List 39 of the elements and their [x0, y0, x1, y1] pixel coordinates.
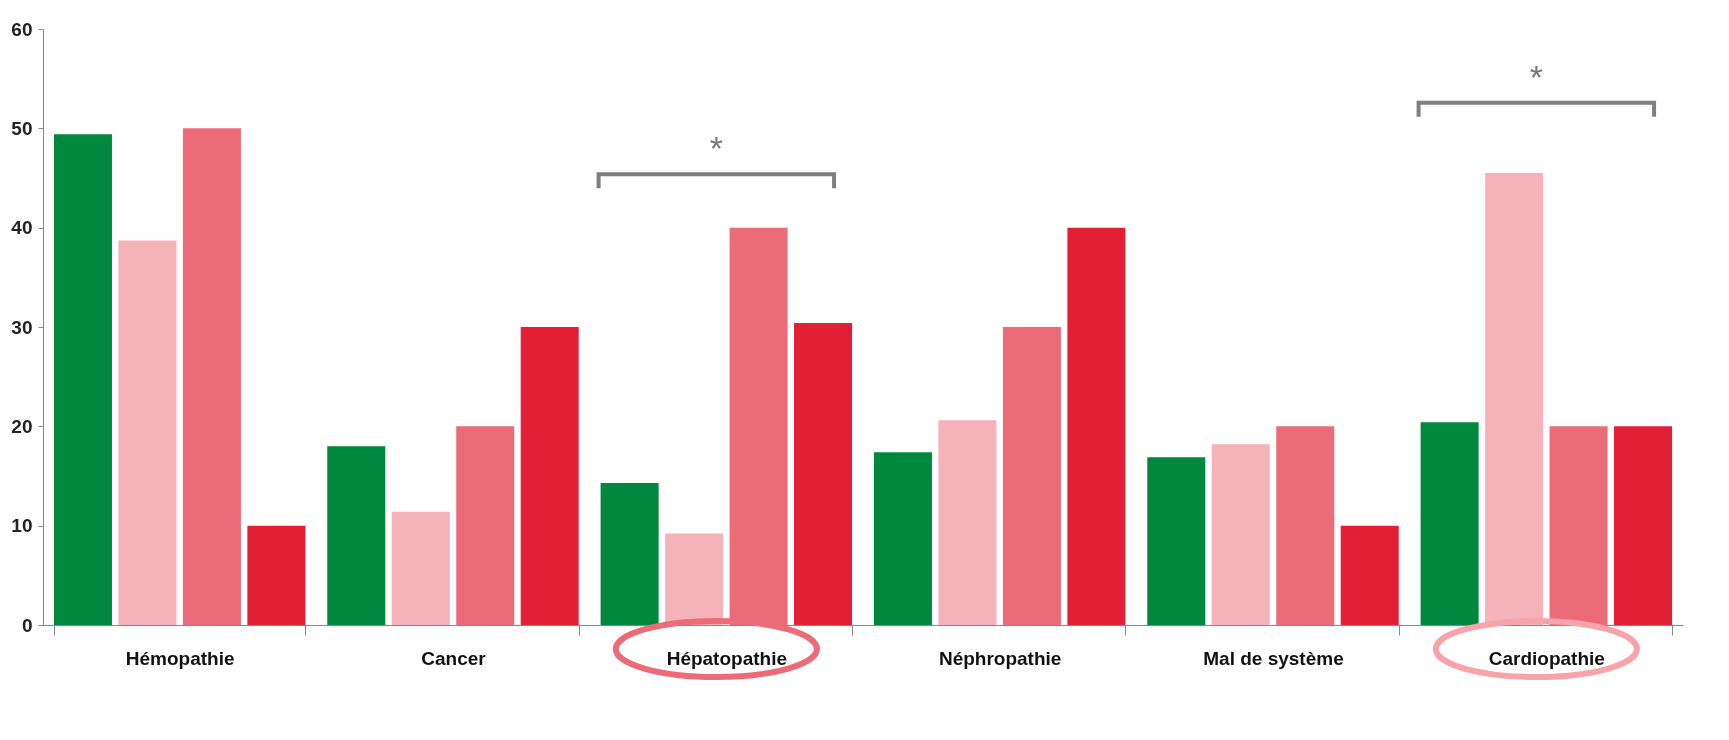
x-tick-label: Hémopathie — [125, 647, 235, 669]
bar — [1614, 426, 1673, 625]
bar — [600, 482, 659, 625]
bar — [456, 426, 515, 625]
x-tick-label: Néphropathie — [938, 647, 1062, 669]
bar — [247, 525, 306, 625]
bar — [520, 327, 579, 625]
y-tick-label: 60 — [11, 18, 33, 40]
bar — [391, 511, 450, 625]
annotation: * — [709, 129, 723, 168]
bar — [327, 446, 386, 625]
bar — [1485, 173, 1544, 625]
bar — [1276, 426, 1335, 625]
bar — [794, 323, 853, 625]
y-tick-label: 10 — [11, 515, 33, 537]
bar — [1002, 327, 1061, 625]
bar — [1340, 525, 1399, 625]
bar — [665, 533, 724, 625]
x-tick-label: Mal de système — [1203, 647, 1344, 669]
bar — [118, 240, 177, 625]
bar — [1147, 457, 1206, 625]
y-tick-label: 30 — [11, 316, 33, 338]
y-tick-label: 40 — [11, 217, 33, 239]
bar — [729, 227, 788, 625]
x-tick-label: Cardiopathie — [1488, 647, 1605, 669]
bar — [1211, 444, 1270, 625]
bar — [1420, 422, 1479, 625]
x-tick-label: Hépatopathie — [666, 647, 788, 669]
bar — [53, 134, 112, 625]
bar — [182, 128, 241, 625]
bar — [1549, 426, 1608, 625]
bar — [873, 452, 932, 625]
y-tick-label: 0 — [21, 614, 33, 636]
y-tick-label: 50 — [11, 117, 33, 139]
annotation: * — [1529, 57, 1543, 96]
bar — [938, 420, 997, 625]
bar — [1067, 227, 1126, 625]
y-tick-label: 20 — [11, 415, 33, 437]
x-tick-label: Cancer — [421, 647, 487, 669]
